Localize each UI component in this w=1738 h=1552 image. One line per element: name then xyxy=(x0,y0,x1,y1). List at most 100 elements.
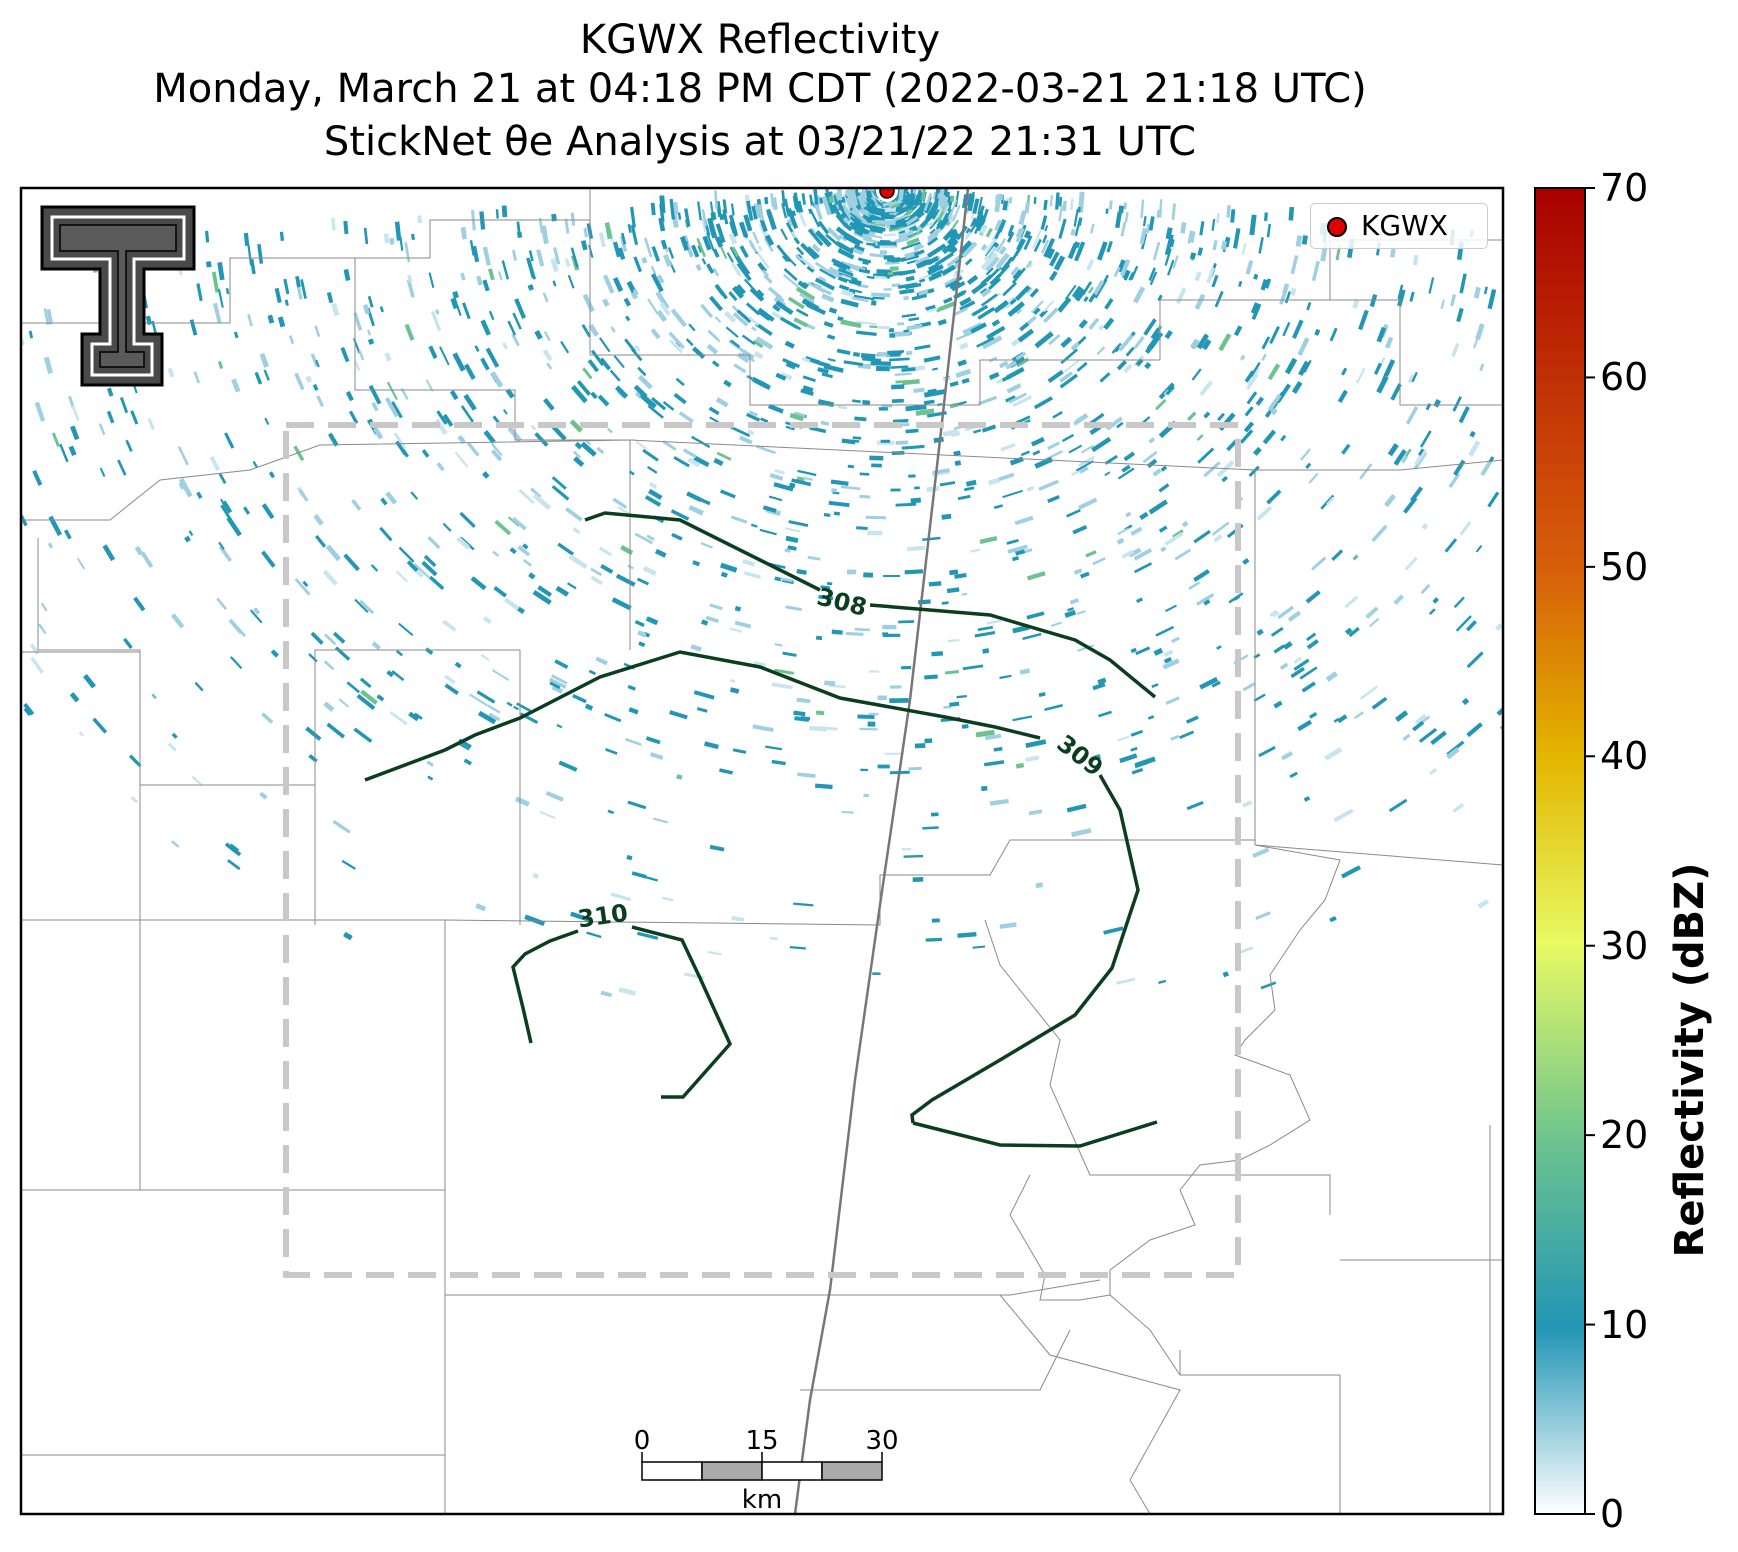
echo-gate xyxy=(1151,683,1159,689)
echo-gate xyxy=(941,238,959,255)
echo-gate xyxy=(980,252,998,271)
echo-gate xyxy=(673,456,690,468)
echo-gate xyxy=(1083,296,1089,303)
echo-gate xyxy=(913,244,925,252)
echo-gate xyxy=(856,320,877,326)
echo-gate xyxy=(630,291,639,300)
echo-gate xyxy=(356,694,376,710)
echo-gate xyxy=(1395,710,1409,722)
echo-gate xyxy=(1222,971,1229,978)
echo-gate xyxy=(691,435,711,449)
echo-gate xyxy=(757,204,765,221)
echo-gate xyxy=(1066,508,1081,518)
echo-gate xyxy=(859,727,878,731)
echo-gate xyxy=(1672,489,1679,502)
echo-gate xyxy=(690,644,702,652)
echo-gate xyxy=(482,616,492,625)
echo-gate xyxy=(1524,510,1531,521)
echo-gate xyxy=(650,273,664,293)
echo-gate xyxy=(425,379,434,392)
echo-gate xyxy=(379,526,393,542)
echo-gate xyxy=(15,293,16,300)
echo-gate xyxy=(1006,538,1019,545)
echo-gate xyxy=(1685,498,1689,506)
echo-gate xyxy=(767,286,783,300)
echo-gate xyxy=(315,534,327,548)
echo-gate xyxy=(453,296,462,316)
echo-gate xyxy=(1000,370,1019,383)
echo-gate xyxy=(1664,348,1669,367)
echo-gate xyxy=(1466,651,1484,669)
echo-gate xyxy=(847,262,866,271)
contour-309-line xyxy=(364,650,1041,782)
echo-gate xyxy=(1067,242,1079,260)
echo-gate xyxy=(406,560,419,572)
echo-gate xyxy=(726,252,734,263)
echo-gate xyxy=(1130,729,1144,737)
echo-gate xyxy=(1409,291,1415,302)
echo-gate xyxy=(949,569,959,576)
echo-gate xyxy=(1070,341,1080,351)
echo-gate xyxy=(385,491,398,505)
contour-309-line-c xyxy=(912,1120,1158,1148)
echo-gate xyxy=(646,534,655,541)
echo-gate xyxy=(1260,279,1268,291)
echo-gate xyxy=(1197,247,1204,256)
echo-gate xyxy=(417,215,423,224)
echo-gate xyxy=(971,280,988,295)
echo-gate xyxy=(811,243,821,253)
echo-gate xyxy=(1077,497,1098,510)
echo-gate xyxy=(946,587,960,594)
echo-gate xyxy=(1376,326,1387,343)
echo-gate xyxy=(914,743,926,749)
county-boundaries xyxy=(21,188,1503,1514)
echo-gate xyxy=(651,246,660,262)
echo-gate xyxy=(691,244,700,258)
echo-gate xyxy=(295,275,301,288)
echo-gate xyxy=(784,548,791,553)
echo-gate xyxy=(986,325,1006,340)
echo-gate xyxy=(243,506,251,515)
echo-gate xyxy=(43,356,54,374)
echo-gate xyxy=(707,217,718,239)
echo-gate xyxy=(1652,299,1655,317)
echo-gate xyxy=(979,288,987,294)
echo-gate xyxy=(925,937,943,942)
echo-gate xyxy=(1341,443,1351,455)
echo-gate xyxy=(729,627,743,633)
echo-gate xyxy=(1305,590,1321,604)
echo-gate xyxy=(572,694,587,704)
echo-gate xyxy=(228,843,240,854)
echo-gate xyxy=(1091,436,1112,453)
echo-gate xyxy=(1230,209,1236,223)
echo-gate xyxy=(897,222,917,233)
echo-gate xyxy=(888,357,910,362)
echo-gate xyxy=(637,374,653,390)
echo-gate xyxy=(641,256,648,264)
echo-gate xyxy=(768,495,783,502)
echo-gate xyxy=(905,215,919,226)
echo-gate xyxy=(492,550,500,557)
echo-gate xyxy=(736,262,752,282)
echo-gate xyxy=(1043,237,1056,258)
echo-gate xyxy=(897,229,914,239)
echo-gate xyxy=(1232,228,1241,249)
echo-gate xyxy=(588,323,599,337)
echo-gate xyxy=(923,399,935,405)
echo-gate xyxy=(428,272,435,289)
echo-gate xyxy=(915,408,935,416)
echo-gate xyxy=(646,465,658,474)
echo-gate xyxy=(775,300,794,316)
echo-gate xyxy=(261,712,274,724)
echo-gate xyxy=(205,230,210,243)
echo-gate xyxy=(845,631,864,636)
echo-gate xyxy=(1093,279,1105,296)
echo-gate xyxy=(998,360,1009,369)
echo-gate xyxy=(38,623,47,635)
echo-gate xyxy=(649,752,664,760)
echo-gate xyxy=(891,398,904,404)
echo-gate xyxy=(1043,307,1059,324)
echo-gate xyxy=(1167,259,1175,276)
echo-gate xyxy=(818,275,827,282)
echo-gate xyxy=(696,707,708,713)
